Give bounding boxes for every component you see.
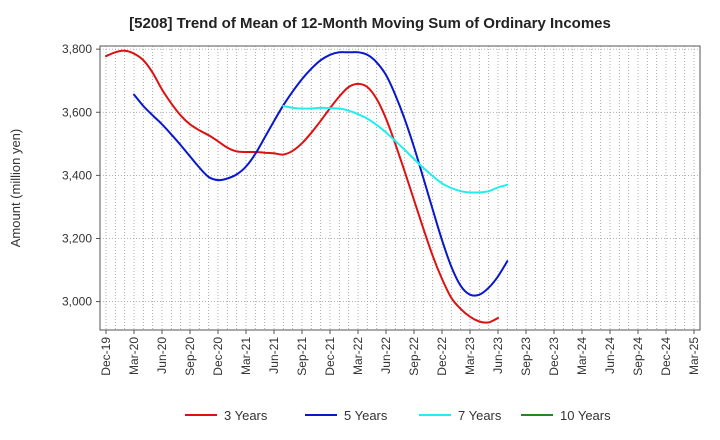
- y-axis-label: Amount (million yen): [8, 129, 23, 248]
- legend: 3 Years 5 Years 7 Years 10 Years: [185, 408, 611, 423]
- series-line-7-years: [282, 105, 509, 194]
- x-tick-label: Sep-20: [183, 337, 197, 376]
- x-tick-label: Dec-19: [99, 337, 113, 376]
- x-tick-label: Dec-22: [435, 337, 449, 376]
- x-tick-label: Sep-22: [407, 337, 421, 376]
- x-tick-label: Jun-20: [155, 337, 169, 374]
- legend-label-7-years: 7 Years: [458, 408, 502, 423]
- legend-label-10-years: 10 Years: [560, 408, 611, 423]
- x-tick-label: Sep-23: [519, 337, 533, 376]
- y-tick-label: 3,600: [62, 105, 92, 119]
- x-tick-label: Mar-20: [127, 337, 141, 375]
- x-tick-label: Dec-23: [547, 337, 561, 376]
- x-tick-label: Mar-24: [575, 337, 589, 375]
- series-lines: [105, 49, 509, 324]
- y-axis: 3,000 3,200 3,400 3,600 3,800: [62, 42, 100, 309]
- y-tick-label: 3,000: [62, 295, 92, 309]
- x-tick-label: Jun-21: [267, 337, 281, 374]
- y-tick-label: 3,800: [62, 42, 92, 56]
- x-tick-label: Jun-22: [379, 337, 393, 374]
- grid-lines: [100, 46, 700, 330]
- series-line-5-years: [133, 51, 509, 297]
- x-tick-label: Jun-23: [491, 337, 505, 374]
- series-line-3-years: [105, 49, 499, 324]
- x-tick-label: Dec-24: [659, 337, 673, 376]
- x-tick-label: Mar-22: [351, 337, 365, 375]
- legend-label-5-years: 5 Years: [344, 408, 388, 423]
- x-tick-label: Mar-21: [239, 337, 253, 375]
- x-axis: Dec-19 Mar-20 Jun-20 Sep-20 Dec-20 Mar-21 Jun-…: [99, 330, 701, 376]
- chart-title: [5208] Trend of Mean of 12-Month Moving …: [129, 15, 611, 32]
- y-tick-label: 3,400: [62, 168, 92, 182]
- x-tick-label: Sep-24: [631, 337, 645, 376]
- x-tick-label: Dec-20: [211, 337, 225, 376]
- x-tick-label: Dec-21: [323, 337, 337, 376]
- legend-label-3-years: 3 Years: [224, 408, 268, 423]
- x-tick-label: Mar-23: [463, 337, 477, 375]
- plot-frame: [99, 45, 701, 331]
- x-tick-label: Mar-25: [687, 337, 701, 375]
- x-tick-label: Jun-24: [603, 337, 617, 374]
- x-tick-label: Sep-21: [295, 337, 309, 376]
- y-tick-label: 3,200: [62, 231, 92, 245]
